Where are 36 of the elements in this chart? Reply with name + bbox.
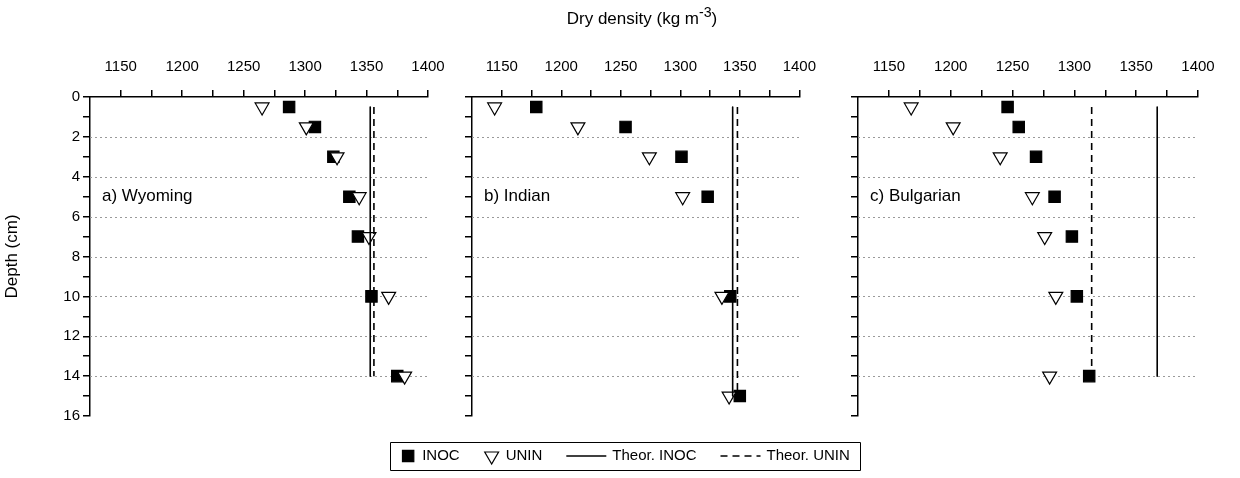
x-tick-label: 1250 — [995, 57, 1030, 75]
annotation: a) Wyoming — [102, 185, 193, 205]
annotation: b) Indian — [484, 185, 551, 205]
x-tick-label: 1150 — [104, 57, 137, 75]
y-tick-label: 2 — [71, 127, 80, 145]
x-tick-label: 1350 — [349, 57, 384, 75]
x-tick-label: 1250 — [226, 57, 261, 75]
x-tick-label: 1300 — [1057, 57, 1092, 75]
x-tick-label: 1350 — [1119, 57, 1153, 75]
x-tick-label: 1150 — [872, 57, 906, 75]
legend-label: UNIN — [505, 446, 543, 464]
legend-label: Theor. INOC — [612, 446, 697, 464]
y-tick-label: 6 — [71, 206, 80, 224]
y-axis-title: Depth (cm) — [1, 214, 21, 299]
x-tick-label: 1150 — [485, 57, 518, 75]
x-tick-label: 1200 — [165, 57, 199, 75]
x-tick-label: 1400 — [782, 57, 816, 75]
x-tick-label: 1200 — [934, 57, 968, 75]
x-tick-label: 1250 — [604, 57, 638, 75]
x-tick-label: 1400 — [411, 57, 445, 75]
legend-label: Theor. UNIN — [766, 446, 850, 464]
x-axis-title: Dry density (kg m$^{-3}$) — [565, 4, 719, 29]
legend-label: INOC — [422, 446, 460, 464]
y-tick-label: 4 — [71, 166, 80, 184]
x-tick-label: 1200 — [544, 57, 578, 75]
annotation: c) Bulgarian — [870, 185, 961, 205]
x-tick-label: 1300 — [288, 57, 322, 75]
y-tick-label: 16 — [63, 406, 80, 424]
y-tick-label: 12 — [63, 326, 80, 344]
y-tick-label: 10 — [63, 286, 80, 304]
x-tick-label: 1400 — [1181, 57, 1215, 75]
y-tick-label: 0 — [71, 87, 80, 105]
x-tick-label: 1300 — [663, 57, 697, 75]
y-tick-label: 8 — [71, 246, 80, 264]
x-tick-label: 1350 — [723, 57, 757, 75]
y-tick-label: 14 — [63, 366, 80, 384]
